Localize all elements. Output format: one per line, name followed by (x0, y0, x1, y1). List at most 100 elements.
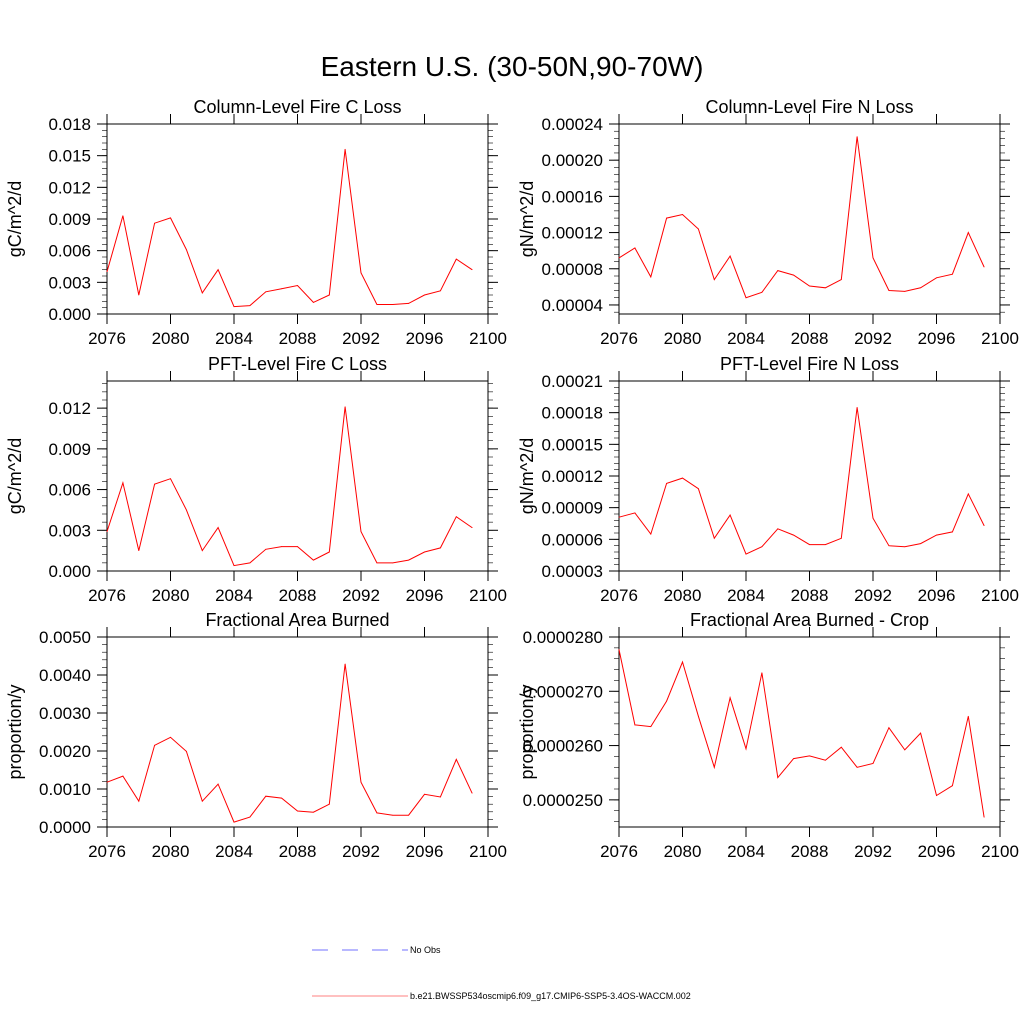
data-point (809, 755, 810, 757)
data-point (761, 546, 763, 548)
panel-title: PFT-Level Fire N Loss (720, 354, 899, 374)
data-point (777, 270, 779, 271)
x-tick-label: 2092 (854, 586, 892, 605)
y-tick-label: 0.0020 (39, 742, 91, 761)
data-point (682, 661, 683, 663)
plot-frame (106, 380, 489, 572)
panel-4: PFT-Level Fire N Loss gN/m^2/d 2076 2080 208… (517, 354, 1019, 605)
data-point (793, 758, 795, 759)
x-tick-label: 2100 (981, 842, 1019, 861)
data-point (936, 795, 937, 796)
data-point (265, 548, 267, 550)
panel-2: Column-Level Fire N Loss gN/m^2/d 2076 2080… (517, 97, 1019, 348)
y-axis-label: gN/m^2/d (517, 438, 537, 514)
data-point (233, 565, 235, 566)
data-point (967, 715, 969, 717)
data-point (360, 531, 362, 533)
y-tick-label: 0.015 (48, 147, 91, 166)
data-point (745, 297, 747, 299)
data-point (682, 214, 683, 215)
data-point (138, 550, 140, 552)
data-point (154, 222, 156, 224)
data-point (106, 271, 108, 273)
panel-title: PFT-Level Fire C Loss (208, 354, 387, 374)
x-tick-label: 2088 (791, 329, 829, 348)
x-tick-label: 2088 (279, 842, 317, 861)
data-point (106, 781, 108, 783)
legend: No Obs b.e21.BWSSP534oscmip6.f09_g17.CMI… (312, 945, 691, 1001)
y-tick-label: 0.006 (48, 242, 91, 261)
y-tick-label: 0.003 (48, 521, 91, 540)
data-point (618, 257, 620, 259)
data-point (618, 649, 620, 650)
panel-1: Column-Level Fire C Loss gC/m^2/d 2076 2080… (5, 97, 507, 348)
panel-title: Column-Level Fire C Loss (193, 97, 401, 117)
data-point (777, 528, 779, 530)
series-line (618, 649, 985, 818)
y-tick-label: 0.009 (48, 210, 91, 229)
y-tick-label: 0.00008 (542, 260, 603, 279)
x-tick-label: 2100 (469, 586, 507, 605)
data-point (106, 531, 108, 533)
x-tick-label: 2100 (469, 842, 507, 861)
data-point (249, 562, 251, 564)
y-tick-label: 0.0050 (39, 628, 91, 647)
y-tick-label: 0.0000270 (523, 682, 603, 701)
data-point (840, 279, 842, 281)
y-tick-label: 0.012 (48, 178, 91, 197)
data-point (936, 277, 937, 279)
y-tick-label: 0.00020 (542, 151, 603, 170)
x-tick-label: 2088 (279, 586, 317, 605)
panel-title: Fractional Area Burned - Crop (690, 610, 929, 630)
data-point (376, 562, 378, 564)
panel-title: Fractional Area Burned (205, 610, 389, 630)
data-point (281, 797, 283, 799)
data-point (170, 217, 171, 219)
data-point (904, 749, 906, 751)
x-tick-label: 2096 (406, 329, 444, 348)
y-tick-label: 0.00016 (542, 187, 603, 206)
x-tick-label: 2096 (406, 842, 444, 861)
x-tick-label: 2084 (727, 329, 765, 348)
data-point (328, 294, 330, 296)
data-point (297, 285, 298, 286)
data-point (424, 294, 425, 296)
legend-model-label: b.e21.BWSSP534oscmip6.f09_g17.CMIP6-SSP5… (410, 991, 691, 1001)
data-point (650, 533, 652, 535)
data-point (745, 748, 747, 750)
data-point (455, 758, 457, 760)
plot-frame (618, 380, 1001, 572)
data-point (809, 544, 810, 546)
data-point (824, 287, 826, 289)
data-point (471, 527, 473, 528)
data-point (424, 793, 425, 795)
data-point (793, 274, 795, 276)
x-tick-label: 2100 (981, 329, 1019, 348)
y-tick-label: 0.00006 (542, 530, 603, 549)
y-tick-label: 0.00015 (542, 435, 603, 454)
x-tick-label: 2084 (727, 842, 765, 861)
data-point (201, 800, 203, 802)
data-point (951, 273, 953, 275)
y-tick-label: 0.0000260 (523, 737, 603, 756)
data-point (650, 276, 652, 278)
y-tick-label: 0.00012 (542, 224, 603, 243)
x-tick-label: 2080 (152, 329, 190, 348)
data-point (170, 478, 171, 480)
data-point (201, 292, 203, 294)
data-point (249, 816, 251, 818)
x-tick-label: 2084 (215, 842, 253, 861)
data-point (265, 291, 267, 293)
data-point (122, 215, 124, 217)
x-tick-label: 2080 (664, 586, 702, 605)
data-point (713, 766, 715, 768)
data-point (761, 672, 763, 674)
x-tick-label: 2076 (600, 329, 638, 348)
y-axis-label: gC/m^2/d (5, 181, 25, 257)
data-point (392, 814, 394, 816)
data-point (392, 562, 394, 564)
y-tick-label: 0.003 (48, 273, 91, 292)
y-tick-label: 0.00003 (542, 562, 603, 581)
x-tick-label: 2096 (918, 329, 956, 348)
data-point (666, 217, 668, 219)
